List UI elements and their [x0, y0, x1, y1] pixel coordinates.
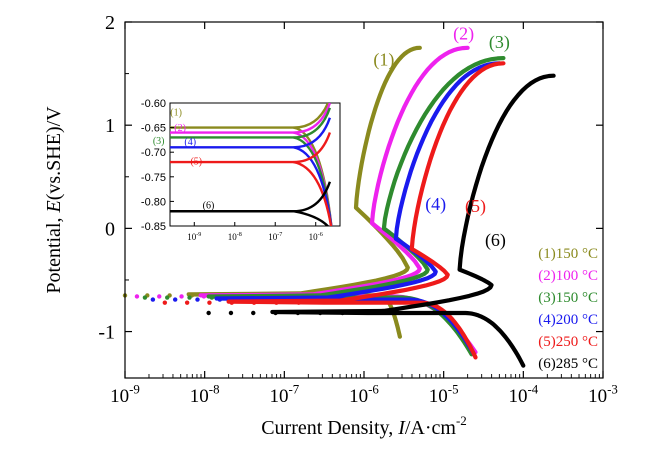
inset-curves [170, 103, 333, 226]
inset-y-tick-label-0: -0.60 [141, 98, 166, 110]
curve-label-6: (6) [485, 230, 506, 251]
inset-curve-label-3: (3) [153, 136, 165, 147]
axes-labels: 2 1 0 -1 10-9 10-8 10-7 10-6 10-5 10-4 10-3 Current… [43, 12, 618, 439]
curve-label-2: (2) [453, 24, 474, 45]
curve-6-marker-4 [295, 310, 301, 316]
curve-5-marker-2 [207, 300, 212, 305]
inset-curve-cathodic-6 [293, 210, 330, 226]
inset-curve-label-4: (4) [184, 137, 196, 148]
curve-labels: (1) (2) (3) (4) (5) (6) [373, 24, 510, 251]
y-axis-title: Potential, E(vs.SHE)/V [43, 106, 65, 294]
x-tick-label-3: 10-6 [349, 381, 379, 407]
curve-6-marker-2 [251, 310, 256, 316]
main-plot-frame [124, 21, 604, 379]
curve-2-marker-3 [201, 294, 207, 299]
curve-5-marker-1 [184, 300, 190, 305]
curve-label-1: (1) [373, 49, 394, 70]
inset-plot: -0.60 -0.65 -0.70 -0.75 -0.80 -0.85 10-9 10-8 10… [141, 98, 341, 242]
inset-curve-label-2: (2) [174, 123, 186, 134]
inset-curve-label-5: (5) [190, 157, 202, 168]
curve-6-marker-0 [206, 310, 211, 316]
curve-3-marker-0 [142, 295, 148, 300]
curve-3-marker-2 [187, 295, 192, 300]
curve-4-marker-2 [195, 297, 200, 302]
inset-curve-label-6: (6) [203, 200, 215, 211]
x-tick-label-2: 10-7 [269, 381, 299, 407]
curve-label-3: (3) [489, 32, 510, 53]
curve-label-5: (5) [465, 196, 486, 217]
y-tick-label-2: 0 [105, 218, 115, 240]
inset-y-tick-label-2: -0.70 [141, 147, 166, 159]
inset-y-tick-label-1: -0.65 [141, 123, 166, 135]
curve-5-marker-5 [274, 300, 279, 305]
curve-3-marker-3 [209, 295, 215, 300]
curve-2-marker-0 [134, 294, 140, 299]
legend-entry-5: (5)250 °C [538, 334, 598, 350]
curve-4-marker-3 [217, 297, 223, 302]
curve-5-marker-6 [296, 300, 301, 305]
inset-x-tick-label-0: 10-9 [187, 232, 201, 242]
x-tick-label-0: 10-9 [110, 381, 140, 407]
legend-entry-1: (1)150 °C [538, 246, 598, 262]
inset-x-tick-label-2: 10-7 [268, 232, 282, 242]
curve-3-marker-1 [165, 295, 170, 300]
inset-curve-cathodic-5 [293, 160, 333, 226]
legend-entry-4: (4)200 °C [538, 312, 598, 328]
inset-y-tick-label-4: -0.80 [141, 196, 166, 208]
curve-4-marker-0 [150, 297, 156, 302]
y-tick-label-3: -1 [98, 322, 115, 344]
curve-5 [226, 61, 506, 360]
x-axis-title: Current Density, I/A·cm-2 [261, 413, 467, 439]
inset-x-tick-label-1: 10-8 [228, 232, 242, 242]
curve-6-marker-1 [228, 310, 234, 316]
legend-entry-2: (2)100 °C [538, 268, 598, 284]
legend-entry-3: (3)150 °C [538, 290, 598, 306]
curve-1 [186, 45, 422, 339]
legend: (1)150 °C (2)100 °C (3)150 °C (4)200 °C (5)2… [538, 246, 598, 372]
main-curves [122, 45, 556, 368]
curve-2-marker-1 [157, 294, 162, 299]
curve-5-marker-4 [251, 300, 257, 305]
inset-y-tick-label-3: -0.75 [141, 172, 166, 184]
inset-curve-label-1: (1) [170, 107, 182, 118]
y-tick-label-1: 1 [105, 115, 115, 137]
y-tick-label-0: 2 [105, 12, 115, 34]
x-tick-label-1: 10-8 [190, 381, 220, 407]
inset-x-tick-label-3: 10-6 [309, 232, 323, 242]
curve-5-marker-3 [229, 300, 234, 305]
curve-6 [270, 73, 556, 368]
curve-6-marker-6 [340, 310, 345, 316]
x-tick-label-6: 10-3 [588, 381, 618, 407]
curve-5-marker-0 [162, 300, 168, 305]
x-tick-label-4: 10-5 [429, 381, 459, 407]
curve-4-marker-1 [172, 297, 178, 302]
inset-y-tick-label-5: -0.85 [141, 221, 166, 233]
legend-entry-6: (6)285 °C [538, 356, 598, 372]
curve-6-marker-3 [273, 310, 278, 316]
curve-label-4: (4) [425, 194, 446, 215]
curve-2-marker-2 [179, 294, 184, 299]
curve-6-marker-5 [317, 310, 323, 316]
x-tick-label-5: 10-4 [508, 381, 538, 407]
